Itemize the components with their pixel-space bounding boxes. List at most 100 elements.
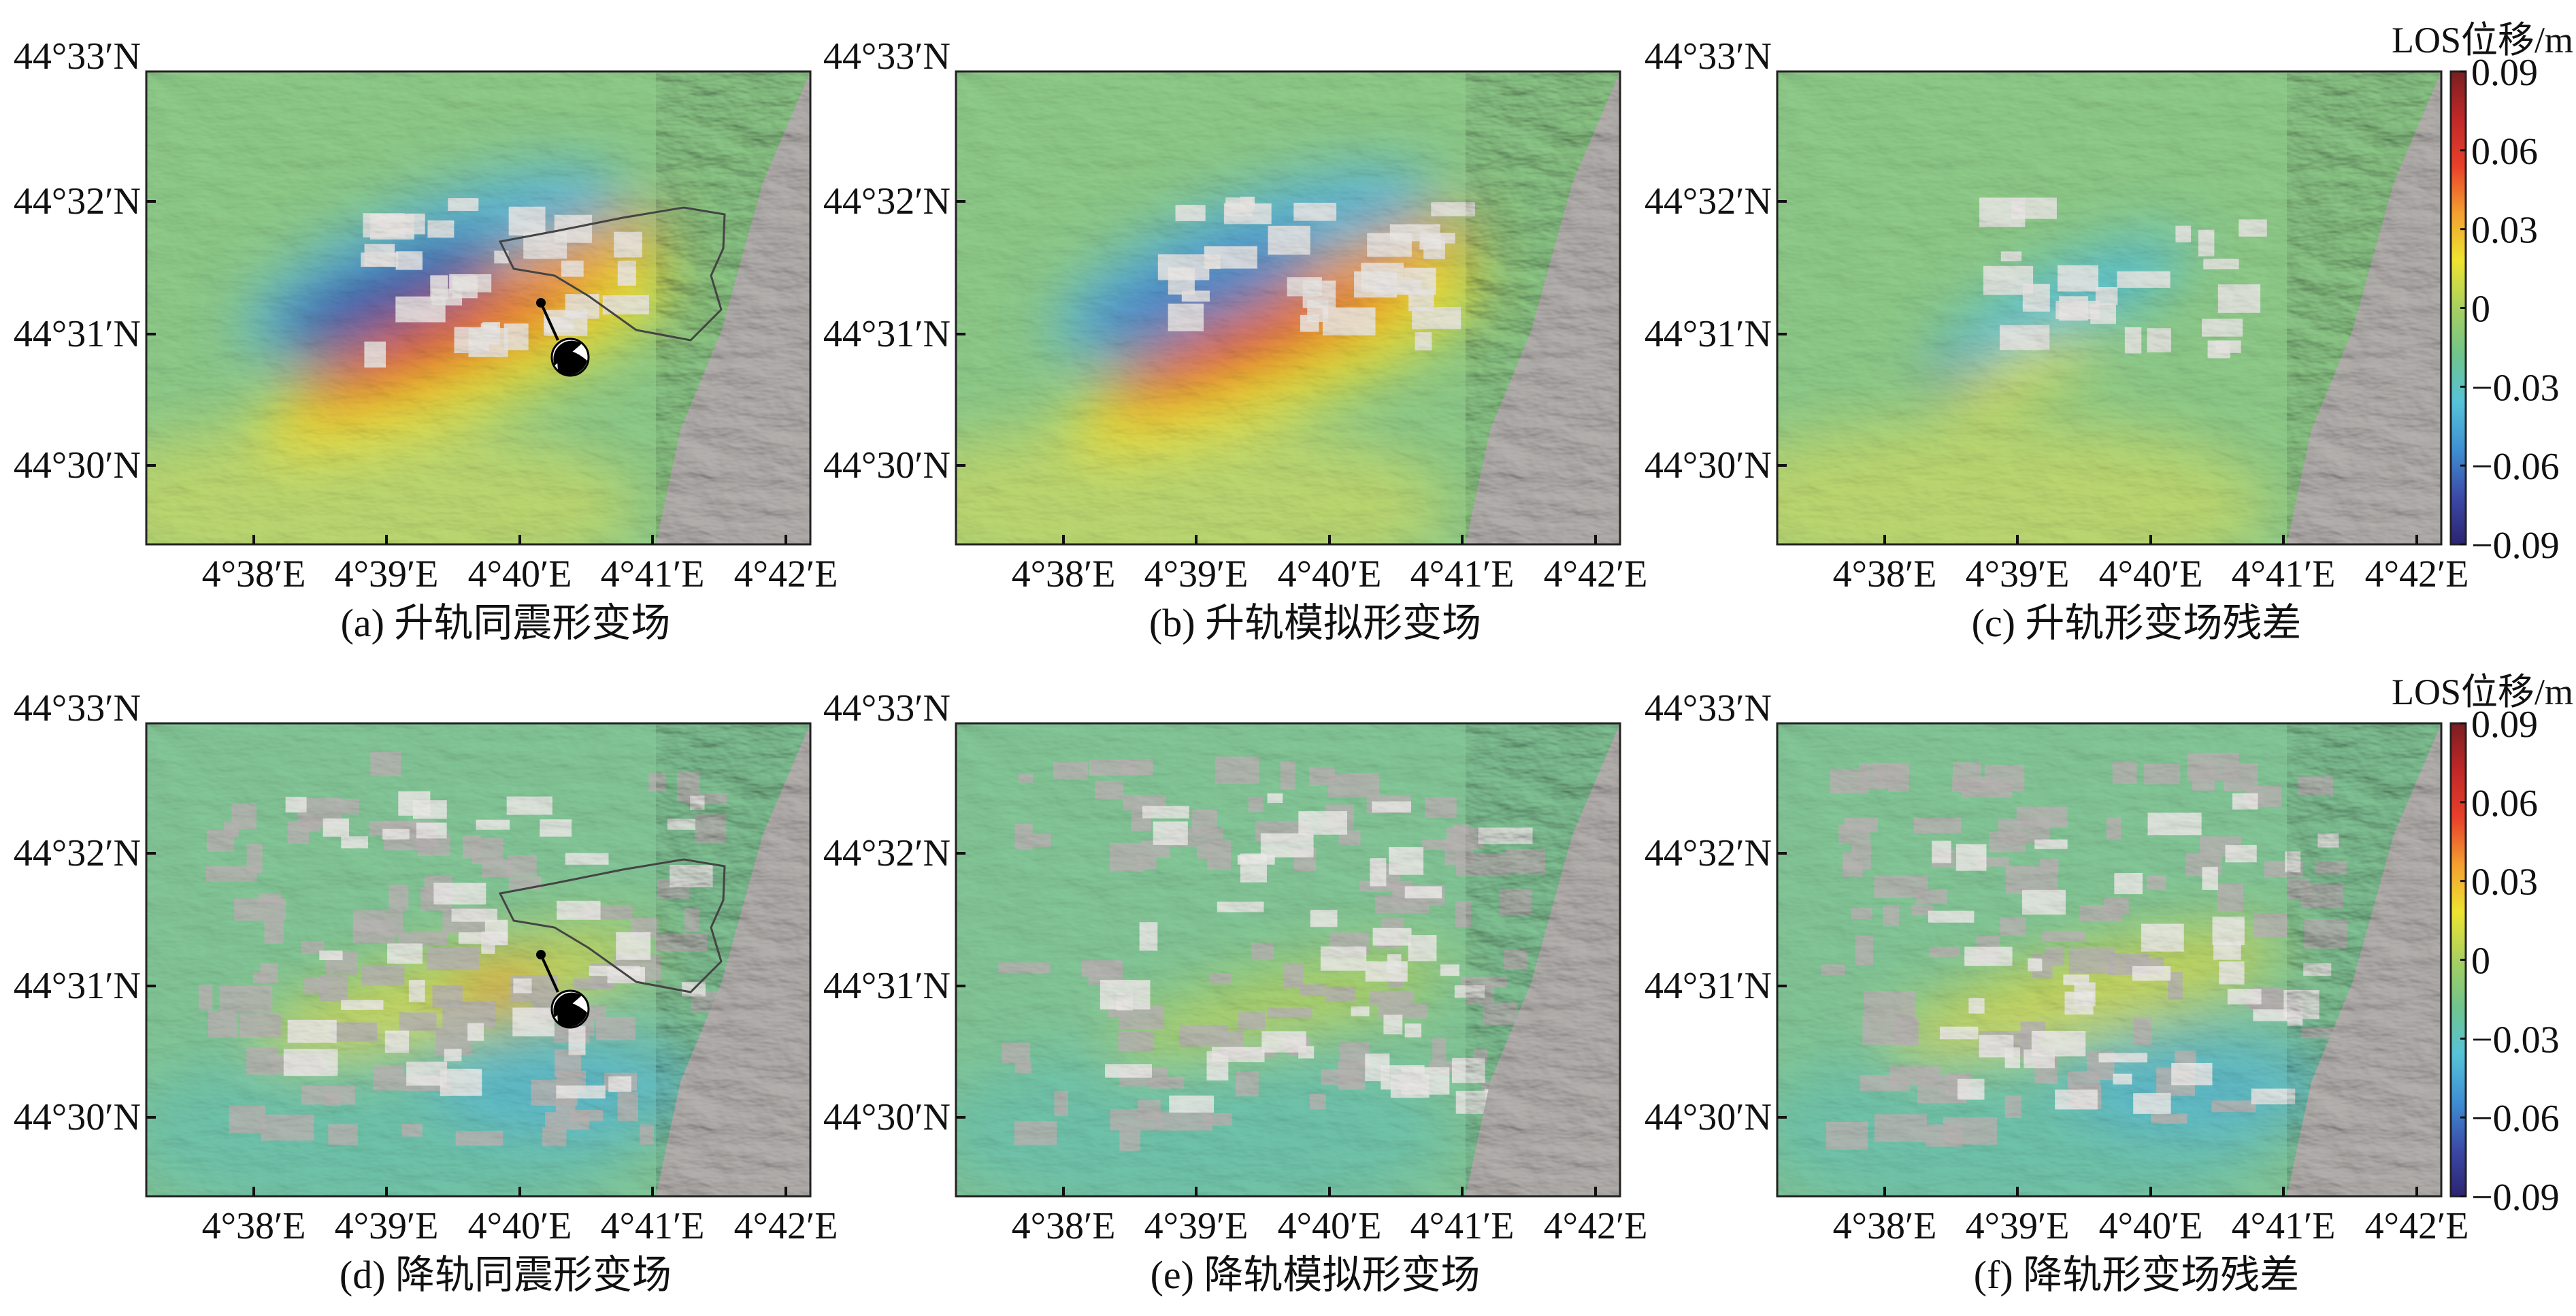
lon-tick-label: 4°40′E [1278,553,1382,595]
map-panel-d: 44°33′N 44°32′N 44°31′N 44°30′N 4°38′E 4°39′E… [14,687,838,1297]
lon-tick-label: 4°41′E [2232,553,2336,595]
lon-tick-label: 4°42′E [2365,553,2469,595]
colorbar-tick-label: 0.03 [2471,861,2538,904]
lon-tick-label: 4°40′E [2099,553,2203,595]
deformation-map [146,71,810,544]
map-panel-f: 44°33′N 44°32′N 44°31′N 44°30′N 4°38′E 4°39′E… [1645,687,2469,1297]
lat-tick-label: 44°31′N [1645,313,1772,355]
lon-tick-label: 4°39′E [1144,553,1249,595]
lon-tick-label: 4°38′E [1012,553,1116,595]
lat-tick-label: 44°31′N [14,313,141,355]
lat-tick-label: 44°30′N [1645,444,1772,487]
panel-caption: (c) 升轨形变场残差 [1972,601,2302,645]
lat-tick-label: 44°32′N [823,832,951,874]
lon-tick-label: 4°40′E [468,1205,572,1247]
lon-tick-label: 4°42′E [1544,1205,1648,1247]
colorbar-tick-label: −0.09 [2471,1177,2560,1219]
map-frame [145,722,812,1198]
deformation-map [146,723,810,1196]
lon-tick-label: 4°41′E [1410,553,1515,595]
lat-tick-label: 44°30′N [14,444,141,487]
deformation-map [1777,723,2441,1196]
panel-caption: (d) 降轨同震形变场 [340,1253,672,1297]
lat-tick-label: 44°33′N [14,687,141,729]
map-panel-e: 44°33′N 44°32′N 44°31′N 44°30′N 4°38′E 4°39′E… [823,687,1648,1297]
colorbar-tick-label: 0 [2471,940,2490,983]
colorbar-tick-label: 0.06 [2471,783,2538,825]
map-panel-b: 44°33′N 44°32′N 44°31′N 44°30′N 4°38′E 4°39′E… [823,35,1648,645]
lon-tick-label: 4°38′E [1833,1205,1937,1247]
panel-caption: (e) 降轨模拟形变场 [1151,1253,1481,1297]
terrain-hillshade [1466,723,1620,1196]
deformation-map [956,723,1620,1196]
lon-tick-label: 4°40′E [2099,1205,2203,1247]
lon-tick-label: 4°39′E [335,553,439,595]
lon-tick-label: 4°38′E [202,553,306,595]
map-frame [1776,70,2443,546]
terrain-hillshade [656,71,810,544]
map-frame [1776,722,2443,1198]
colorbar-tick-label: −0.09 [2471,525,2560,567]
lat-tick-label: 44°33′N [1645,35,1772,78]
lat-tick-label: 44°33′N [14,35,141,78]
lat-tick-label: 44°32′N [1645,180,1772,223]
lat-tick-label: 44°32′N [14,180,141,223]
lat-tick-label: 44°31′N [1645,965,1772,1007]
lat-tick-label: 44°32′N [823,180,951,223]
map-frame [955,722,1621,1198]
lat-tick-label: 44°32′N [1645,832,1772,874]
lat-tick-label: 44°33′N [823,35,951,78]
lon-tick-label: 4°41′E [1410,1205,1515,1247]
colorbar-title: LOS位移/m [2392,20,2573,61]
panel-caption: (f) 降轨形变场残差 [1974,1253,2299,1297]
map-panel-a: 44°33′N 44°32′N 44°31′N 44°30′N 4°38′E 4°39′E… [14,35,838,645]
lon-tick-label: 4°38′E [202,1205,306,1247]
panel-caption: (a) 升轨同震形变场 [341,601,671,645]
colorbar-tick-label: 0.03 [2471,210,2538,252]
lat-tick-label: 44°31′N [14,965,141,1007]
colorbar-tick-label: −0.06 [2471,1098,2560,1140]
terrain-hillshade [2287,723,2441,1196]
map-panel-c: 44°33′N 44°32′N 44°31′N 44°30′N 4°38′E 4°39′E… [1645,35,2469,645]
panel-caption: (b) 升轨模拟形变场 [1149,601,1481,645]
lon-tick-label: 4°41′E [601,553,705,595]
colorbar-tick-label: −0.06 [2471,446,2560,488]
lon-tick-label: 4°40′E [1278,1205,1382,1247]
focal-mechanism-icon [536,298,590,377]
colorbar-tick-label: 0.09 [2471,52,2538,94]
lon-tick-label: 4°41′E [601,1205,705,1247]
focal-mechanism-icon [536,950,590,1029]
lon-tick-label: 4°39′E [1144,1205,1249,1247]
lon-tick-label: 4°42′E [1544,553,1648,595]
colorbar-tick-label: 0 [2471,289,2490,331]
lon-tick-label: 4°38′E [1012,1205,1116,1247]
lat-tick-label: 44°33′N [1645,687,1772,729]
lat-tick-label: 44°30′N [1645,1096,1772,1138]
colorbar-tick-label: −0.03 [2471,367,2560,409]
lat-tick-label: 44°31′N [823,313,951,355]
fault-outline [498,206,726,342]
lon-tick-label: 4°39′E [335,1205,439,1247]
lat-tick-label: 44°30′N [823,444,951,487]
terrain-hillshade [2287,71,2441,544]
colorbar-tick-label: −0.03 [2471,1019,2560,1061]
lon-tick-label: 4°42′E [2365,1205,2469,1247]
colorbar: LOS位移/m0.09 0.06 0.03 0 −0.03 −0.06 −0.09 [2392,20,2573,567]
lon-tick-label: 4°39′E [1966,1205,2070,1247]
lat-tick-label: 44°33′N [823,687,951,729]
lat-tick-label: 44°30′N [823,1096,951,1138]
deformation-map [956,71,1620,544]
lon-tick-label: 4°42′E [734,553,838,595]
map-frame [955,70,1621,546]
colorbar-tick-label: 0.09 [2471,704,2538,746]
lon-tick-label: 4°39′E [1966,553,2070,595]
lat-tick-label: 44°32′N [14,832,141,874]
lat-tick-label: 44°30′N [14,1096,141,1138]
lat-tick-label: 44°31′N [823,965,951,1007]
terrain-hillshade [1466,71,1620,544]
lon-tick-label: 4°38′E [1833,553,1937,595]
colorbar: LOS位移/m0.09 0.06 0.03 0 −0.03 −0.06 −0.09 [2392,672,2573,1219]
map-frame [145,70,812,546]
deformation-map [1777,71,2441,544]
